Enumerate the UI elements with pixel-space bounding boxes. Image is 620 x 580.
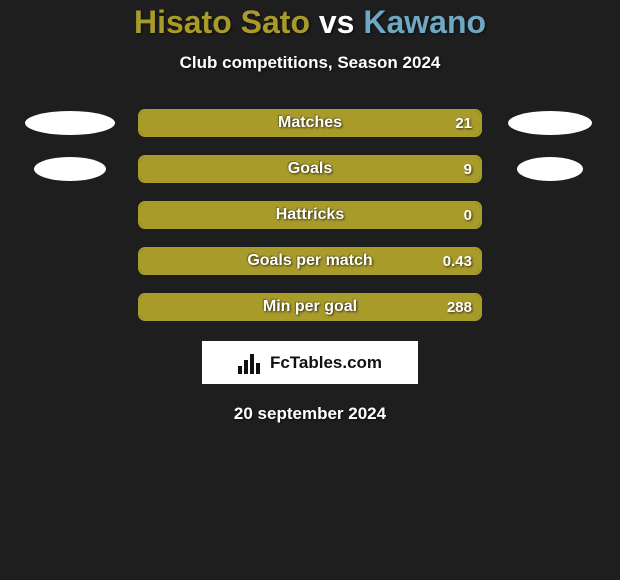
ellipse-slot-left <box>20 111 120 135</box>
stat-value-right: 288 <box>447 295 472 319</box>
subtitle: Club competitions, Season 2024 <box>0 53 620 73</box>
stat-label: Goals per match <box>140 249 480 273</box>
stat-row: Matches21 <box>0 109 620 137</box>
player1-name: Hisato Sato <box>134 4 310 40</box>
date-text: 20 september 2024 <box>0 404 620 424</box>
stat-label: Matches <box>140 111 480 135</box>
ellipse-icon <box>25 111 115 135</box>
stats-list: Matches21 Goals9 Hattricks0 Goals per match… <box>0 109 620 321</box>
stat-row: Min per goal288 <box>0 293 620 321</box>
stat-label: Hattricks <box>140 203 480 227</box>
player2-name: Kawano <box>363 4 486 40</box>
vs-text: vs <box>319 4 355 40</box>
stat-bar: Goals per match0.43 <box>138 247 482 275</box>
ellipse-icon <box>34 157 106 181</box>
stat-row: Goals9 <box>0 155 620 183</box>
stat-value-right: 0.43 <box>443 249 472 273</box>
brand-text: FcTables.com <box>270 353 382 373</box>
ellipse-icon <box>508 111 592 135</box>
page-title: Hisato Sato vs Kawano <box>0 4 620 41</box>
stat-bar: Min per goal288 <box>138 293 482 321</box>
stat-value-right: 21 <box>455 111 472 135</box>
ellipse-slot-left <box>20 157 120 181</box>
stat-bar: Goals9 <box>138 155 482 183</box>
stat-label: Goals <box>140 157 480 181</box>
stat-bar: Hattricks0 <box>138 201 482 229</box>
stat-row: Hattricks0 <box>0 201 620 229</box>
stat-value-right: 0 <box>464 203 472 227</box>
bar-chart-icon <box>238 352 264 374</box>
stat-row: Goals per match0.43 <box>0 247 620 275</box>
comparison-infographic: Hisato Sato vs Kawano Club competitions,… <box>0 0 620 424</box>
ellipse-icon <box>517 157 583 181</box>
stat-bar: Matches21 <box>138 109 482 137</box>
stat-value-right: 9 <box>464 157 472 181</box>
stat-label: Min per goal <box>140 295 480 319</box>
brand-box: FcTables.com <box>202 341 418 384</box>
ellipse-slot-right <box>500 157 600 181</box>
ellipse-slot-right <box>500 111 600 135</box>
